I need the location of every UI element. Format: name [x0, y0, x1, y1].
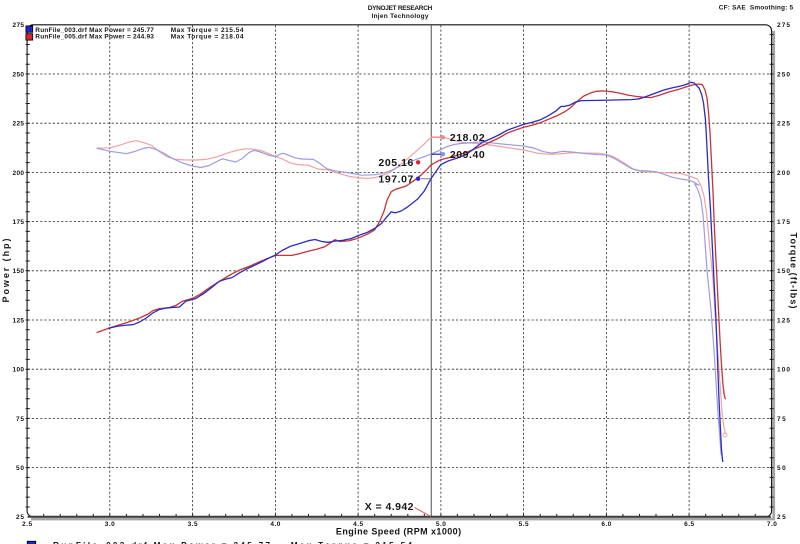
svg-text:50: 50 [777, 465, 786, 472]
svg-text:225: 225 [13, 121, 25, 128]
svg-text:4.0: 4.0 [270, 521, 280, 528]
svg-text:275: 275 [777, 22, 790, 29]
svg-text:4.5: 4.5 [353, 521, 363, 528]
svg-text:7.0: 7.0 [767, 521, 777, 528]
svg-text:75: 75 [777, 416, 786, 423]
svg-text:150: 150 [777, 268, 790, 275]
svg-text:DYNOJET RESEARCH: DYNOJET RESEARCH [368, 5, 433, 12]
svg-text:Max Torque = 218.04: Max Torque = 218.04 [171, 33, 244, 40]
svg-text:25: 25 [777, 514, 786, 521]
svg-text:218.02: 218.02 [450, 132, 485, 144]
svg-text:CF: SAE Smoothing: 5: CF: SAE Smoothing: 5 [719, 4, 794, 11]
svg-text:6.5: 6.5 [684, 521, 694, 528]
svg-text:Max Torque = 215.54: Max Torque = 215.54 [171, 27, 244, 34]
svg-text:6.0: 6.0 [601, 521, 611, 528]
svg-text:2.5: 2.5 [22, 521, 32, 528]
svg-text:250: 250 [13, 71, 25, 78]
svg-text:Engine Speed (RPM x1000): Engine Speed (RPM x1000) [336, 527, 461, 537]
svg-text:X = 4.942: X = 4.942 [365, 501, 414, 513]
svg-text:25: 25 [16, 514, 24, 521]
svg-text:75: 75 [16, 416, 24, 423]
svg-text:Injen Technology: Injen Technology [372, 13, 429, 20]
svg-text:200: 200 [13, 170, 25, 177]
svg-text:175: 175 [777, 219, 790, 226]
svg-text:RunFile_005.drf Max Power = 24: RunFile_005.drf Max Power = 244.93 [35, 33, 154, 40]
svg-text:197.07: 197.07 [378, 174, 413, 186]
svg-text:209.40: 209.40 [450, 149, 485, 161]
svg-text:Torque (ft-lbs): Torque (ft-lbs) [789, 233, 799, 309]
svg-text:5.5: 5.5 [519, 521, 529, 528]
svg-text:3.5: 3.5 [188, 521, 198, 528]
svg-text:275: 275 [13, 22, 25, 29]
svg-text:Power (hp): Power (hp) [1, 239, 11, 303]
svg-text:225: 225 [777, 121, 790, 128]
svg-text:RunFile_003.drf Max Power = 24: RunFile_003.drf Max Power = 245.77 Max T… [53, 541, 412, 544]
svg-text:125: 125 [13, 317, 25, 324]
svg-text:205.16: 205.16 [378, 157, 413, 169]
svg-text:3.0: 3.0 [105, 521, 115, 528]
svg-text:100: 100 [13, 367, 25, 374]
svg-text:5.0: 5.0 [436, 521, 446, 528]
svg-text:100: 100 [777, 367, 790, 374]
svg-text:125: 125 [777, 317, 790, 324]
svg-text:250: 250 [777, 71, 790, 78]
svg-text:200: 200 [777, 170, 790, 177]
svg-text:150: 150 [13, 268, 25, 275]
svg-text:50: 50 [16, 465, 24, 472]
svg-text:175: 175 [13, 219, 25, 226]
svg-text:RunFile_003.drf Max Power = 24: RunFile_003.drf Max Power = 245.77 [35, 27, 154, 34]
